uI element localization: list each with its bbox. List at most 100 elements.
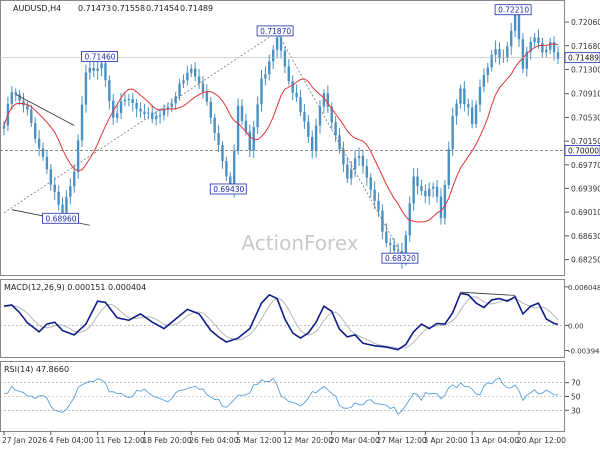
macd-label: MACD(12,26,9) 0.000151 0.000404 (4, 283, 146, 292)
candle-body (256, 104, 259, 128)
candle-body (525, 51, 528, 69)
candle-body (287, 66, 291, 82)
candle-body (139, 108, 142, 112)
x-tick-label: 18 Feb 20:00 (142, 436, 191, 445)
candle-body (197, 76, 201, 84)
candle-body (529, 42, 532, 52)
candle-body (34, 123, 37, 139)
candle-body (431, 186, 435, 189)
candle-body (174, 96, 177, 104)
candle-body (350, 169, 353, 179)
candle-body (357, 155, 361, 159)
candle-body (424, 190, 427, 197)
candle-body (69, 186, 72, 197)
candle-body (467, 103, 470, 108)
candle-body (22, 100, 25, 106)
candle-body (307, 121, 310, 137)
rsi-tick-label: 70 (571, 379, 581, 388)
candle-body (182, 80, 185, 84)
candle-body (486, 67, 489, 76)
x-tick-label: 4 Feb 04:00 (49, 436, 94, 445)
price-annotation-label: 0.71870 (260, 27, 291, 36)
candle-body (73, 171, 76, 187)
candle-body (45, 156, 49, 170)
price-annotation-label: 0.68960 (46, 214, 77, 223)
candle-body (84, 72, 88, 105)
price-annotation-box (494, 4, 532, 16)
candle-body (373, 189, 376, 201)
candle-body (119, 101, 123, 114)
candle-body (217, 133, 220, 145)
candle-body (498, 49, 501, 59)
price-panel-frame (0, 0, 565, 276)
candle-body (545, 49, 548, 53)
candle-body (361, 155, 365, 167)
price-annotation-label: 0.72210 (498, 6, 529, 15)
candle-body (494, 49, 497, 55)
candle-body (428, 188, 431, 197)
candle-body (14, 92, 17, 95)
candle-body (385, 231, 388, 244)
price-annotation-box (81, 51, 118, 62)
ohlc-low: 0.71454 (146, 4, 179, 13)
candle-body (299, 97, 302, 113)
candle-body (37, 138, 41, 149)
candle-body (552, 42, 556, 53)
candle-body (61, 204, 64, 213)
candle-body (275, 37, 279, 50)
dashed-trendline (3, 31, 278, 214)
price-annotation-label: 0.71460 (85, 52, 116, 61)
candle-body (369, 177, 372, 190)
price-annotation-box (209, 183, 247, 195)
candle-body (240, 105, 244, 121)
candle-body (236, 105, 240, 152)
candle-body (108, 80, 111, 101)
price-tick-label: 0.69390 (571, 184, 600, 193)
candle-body (41, 148, 45, 157)
candle-body (65, 196, 68, 213)
x-tick-label: 20 Mar 04:00 (330, 436, 380, 445)
level-price-label-box (564, 145, 600, 156)
candle-body (76, 140, 80, 172)
candle-body (412, 176, 415, 204)
candle-body (26, 105, 29, 110)
candle-body (112, 100, 115, 118)
rsi-panel: 70 50 30 (0, 377, 581, 415)
candle-body (537, 37, 540, 44)
candle-body (506, 46, 509, 58)
price-tick-label: 0.71300 (571, 65, 600, 74)
candle-body (115, 113, 119, 118)
candle-body (229, 176, 232, 190)
candle-body (131, 99, 134, 103)
x-tick-label: 13 Apr 04:00 (470, 436, 519, 445)
ohlc-high: 0.71558 (112, 4, 145, 13)
candle-body (295, 92, 298, 98)
rsi-tick-label: 30 (571, 406, 581, 415)
price-annotation-label: 0.69430 (213, 185, 244, 194)
price-header: AUDUSD,H4 0.71473 0.71558 0.71454 0.7148… (13, 4, 213, 13)
candle-body (389, 243, 392, 245)
candle-body (244, 120, 248, 132)
candle-body (404, 235, 408, 261)
dashed-trendline (276, 31, 403, 256)
x-tick-label: 27 Jan 2026 (2, 436, 47, 445)
candle-body (178, 83, 181, 97)
candle-body (57, 191, 60, 205)
last-price-label-box (564, 52, 600, 64)
price-annotation-box (381, 252, 419, 264)
candle-body (127, 99, 131, 101)
candle-body (135, 102, 138, 109)
candle-body (311, 136, 314, 151)
candle-body (170, 103, 173, 107)
candle-body (533, 37, 536, 43)
candle-body (92, 67, 95, 71)
candle-body (548, 42, 552, 50)
candle-body (396, 250, 400, 252)
candle-body (268, 61, 271, 75)
candle-body (478, 86, 482, 105)
rsi-label: RSI(14) 47.8660 (4, 365, 69, 374)
candle-body (326, 93, 330, 107)
candle-body (342, 149, 345, 165)
rsi-line (3, 377, 559, 415)
price-tick-label: 0.70530 (571, 113, 600, 122)
